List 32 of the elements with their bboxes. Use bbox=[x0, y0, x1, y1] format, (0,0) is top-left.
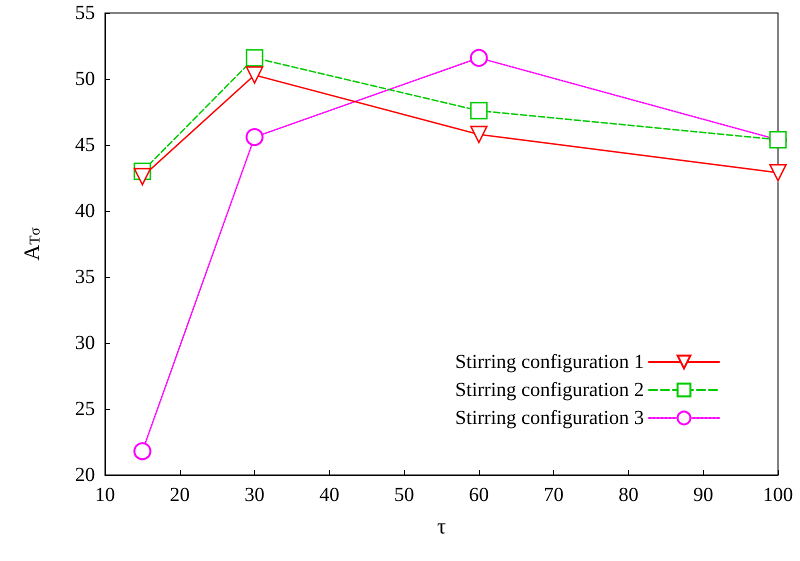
y-tick-label: 35 bbox=[75, 266, 95, 288]
y-tick-label: 40 bbox=[75, 200, 95, 222]
y-tick-label: 45 bbox=[75, 134, 95, 156]
point bbox=[470, 48, 488, 67]
point bbox=[134, 168, 152, 186]
x-tick-label: 80 bbox=[618, 484, 638, 506]
x-tick-label: 70 bbox=[544, 484, 564, 506]
y-tick-label: 55 bbox=[75, 2, 95, 24]
x-tick-label: 30 bbox=[244, 484, 265, 506]
x-tick-label: 50 bbox=[394, 484, 414, 506]
x-tick-label: 100 bbox=[763, 484, 793, 506]
y-axis-title: ATσ bbox=[19, 227, 44, 261]
x-tick-label: 90 bbox=[693, 484, 714, 506]
legend-label: Stirring configuration 2 bbox=[455, 379, 644, 401]
point bbox=[470, 126, 488, 144]
x-tick-label: 40 bbox=[319, 484, 340, 506]
point bbox=[133, 442, 152, 460]
legend-label: Stirring configuration 1 bbox=[455, 351, 644, 373]
point bbox=[769, 164, 787, 182]
x-tick-label: 60 bbox=[468, 484, 489, 506]
point bbox=[246, 128, 264, 146]
point bbox=[246, 66, 264, 84]
y-tick-label: 30 bbox=[75, 332, 95, 354]
x-tick-label: 20 bbox=[170, 484, 190, 506]
y-tick-label: 20 bbox=[75, 464, 95, 486]
y-tick-label: 25 bbox=[75, 398, 95, 420]
point bbox=[470, 102, 488, 120]
legend-label: Stirring configuration 3 bbox=[455, 407, 644, 429]
point bbox=[246, 49, 264, 67]
x-axis-title: τ bbox=[437, 514, 446, 538]
y-tick-label: 50 bbox=[75, 68, 95, 90]
x-tick-label: 10 bbox=[95, 484, 115, 506]
